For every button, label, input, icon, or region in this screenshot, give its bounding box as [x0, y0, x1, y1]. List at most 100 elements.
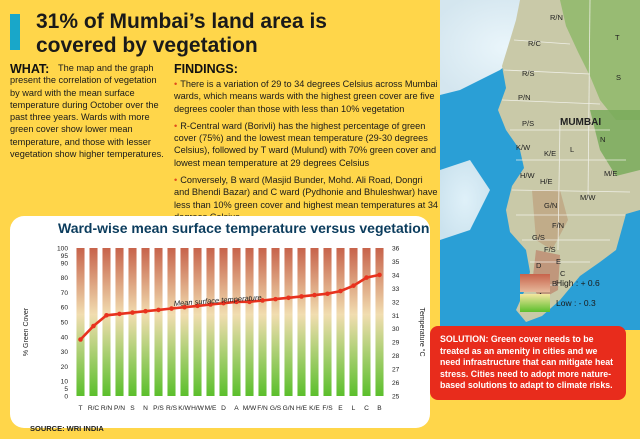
ward-bar [89, 248, 98, 396]
ward-bar [154, 248, 163, 396]
right-tick-label: 35 [392, 259, 400, 266]
ward-label: G/S [532, 233, 545, 242]
x-tick-label: C [364, 405, 369, 412]
ward-bar [245, 248, 254, 396]
x-tick-label: G/N [283, 405, 295, 412]
temperature-point [91, 323, 96, 329]
x-tick-label: F/N [257, 405, 268, 412]
right-tick-label: 25 [392, 394, 400, 401]
ward-label: C [560, 269, 566, 278]
finding-text: R-Central ward (Borivli) has the highest… [174, 120, 437, 168]
right-tick-label: 27 [392, 367, 400, 374]
ward-bar [167, 248, 176, 396]
ward-bar [284, 248, 293, 396]
x-tick-label: L [352, 405, 356, 412]
ward-label: B [552, 279, 557, 288]
temperature-point [78, 337, 83, 342]
ward-label: M/W [580, 193, 596, 202]
temperature-point [117, 311, 122, 317]
ward-bar [310, 248, 319, 396]
ward-label: L [570, 145, 574, 154]
legend-low-swatch [520, 294, 550, 312]
ward-label: K/W [516, 143, 531, 152]
x-axis-labels: T R/C R/N P/N S N P/S R/S K/W H/W M/E D A M/W F/N G/S G/… [78, 405, 382, 412]
left-axis-title: % Green Cover [23, 307, 30, 356]
temperature-point [286, 295, 291, 301]
accent-bar [10, 14, 20, 50]
left-tick-label: 60 [61, 305, 69, 312]
ward-label: R/C [528, 39, 542, 48]
x-tick-label: A [234, 405, 239, 412]
temperature-point [104, 312, 109, 318]
ward-label: R/S [522, 69, 535, 78]
left-tick-label: 0 [64, 394, 68, 401]
ward-bar [323, 248, 332, 396]
ward-bar [141, 248, 150, 396]
temperature-point [351, 283, 356, 288]
ward-label: H/E [540, 177, 553, 186]
ward-label: T [615, 33, 620, 42]
left-tick-label: 5 [64, 386, 68, 393]
green-cover-bars [76, 248, 384, 396]
left-tick-label: 70 [61, 290, 69, 297]
ward-bar [128, 248, 137, 396]
ward-bar [258, 248, 267, 396]
x-tick-label: D [221, 405, 226, 412]
temperature-point [325, 291, 330, 297]
ward-bar [349, 248, 358, 396]
temperature-point [273, 296, 278, 302]
ward-labels: R/N R/C T R/S P/N S N P/S L K/W K/E M/E … [516, 13, 621, 300]
ward-bar [219, 248, 228, 396]
right-tick-label: 33 [392, 286, 400, 293]
temperature-points [78, 272, 382, 342]
right-axis-ticks: 25 26 27 28 29 30 31 32 33 34 35 36 [392, 246, 400, 401]
temperature-point [312, 292, 317, 298]
ward-label: D [536, 261, 542, 270]
ward-bar [115, 248, 124, 396]
x-tick-label: R/N [101, 405, 113, 412]
ward-label: P/S [522, 119, 534, 128]
right-tick-label: 30 [392, 326, 400, 333]
temperature-point [299, 294, 304, 299]
ward-label: G/N [544, 201, 557, 210]
ward-label: M/E [604, 169, 617, 178]
x-tick-label: P/S [153, 405, 164, 412]
ward-label: H/W [520, 171, 536, 180]
left-tick-label: 30 [61, 349, 69, 356]
temperature-point [377, 272, 382, 278]
left-tick-label: 10 [61, 379, 69, 386]
left-tick-label: 50 [61, 320, 69, 327]
temperature-point [234, 299, 239, 305]
right-tick-label: 26 [392, 380, 400, 387]
source-note: SOURCE: WRI INDIA [30, 424, 104, 433]
right-tick-label: 28 [392, 353, 400, 360]
temperature-point [247, 299, 252, 305]
temperature-point [195, 303, 200, 309]
x-tick-label: P/N [114, 405, 125, 412]
ward-bar [76, 248, 85, 396]
bullet-icon: • [174, 175, 178, 186]
ward-bar [271, 248, 280, 396]
finding-text: There is a variation of 29 to 34 degrees… [174, 79, 438, 114]
x-tick-label: R/C [88, 405, 100, 412]
x-tick-label: T [78, 405, 82, 412]
x-tick-label: R/S [166, 405, 178, 412]
bullet-icon: • [174, 79, 178, 89]
ward-bar [193, 248, 202, 396]
right-tick-label: 32 [392, 299, 400, 306]
ward-bar [362, 248, 371, 396]
what-label: WHAT: [10, 62, 50, 76]
ward-bar [232, 248, 241, 396]
finding-item: • There is a variation of 29 to 34 degree… [174, 78, 439, 115]
x-tick-label: E [338, 405, 343, 412]
ward-label: K/E [544, 149, 556, 158]
left-tick-label: 80 [61, 275, 69, 282]
left-tick-label: 100 [57, 246, 68, 253]
ward-bar [102, 248, 111, 396]
x-tick-label: H/E [296, 405, 308, 412]
legend-high-swatch [520, 274, 550, 292]
ward-bar [375, 248, 384, 396]
